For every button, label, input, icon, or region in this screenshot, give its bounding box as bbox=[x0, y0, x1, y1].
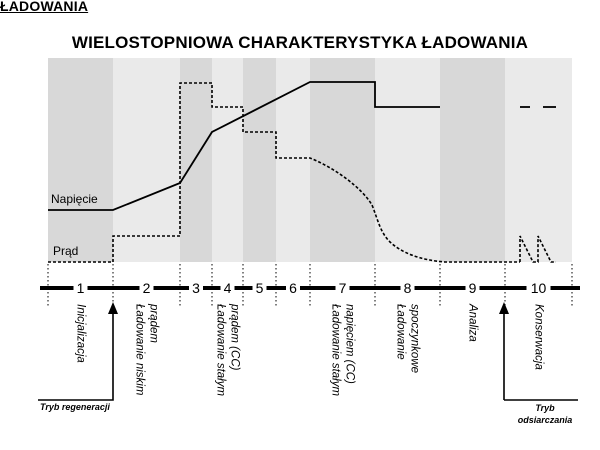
stage-band bbox=[276, 58, 310, 262]
stage-number: 5 bbox=[256, 280, 264, 296]
stage-description: Konserwacja bbox=[533, 304, 545, 370]
current-curve bbox=[48, 82, 520, 263]
section-heading: ŁADOWANIA bbox=[0, 0, 89, 14]
stage-numbers: 1 2 3 4 5 6 7 8 9 10 bbox=[73, 279, 551, 297]
stage-number: 7 bbox=[339, 280, 347, 296]
desulfation-arrow-head bbox=[499, 302, 509, 314]
stage-band bbox=[212, 58, 243, 262]
stage-description: Inicjalizacja bbox=[75, 304, 87, 363]
current-pulses bbox=[519, 235, 556, 263]
stage-description: napięciem (CC) bbox=[344, 304, 356, 384]
stage-number-bg bbox=[335, 279, 350, 297]
desulfation-mode-label-2: odsiarczania bbox=[518, 415, 573, 425]
stage-number: 2 bbox=[143, 280, 151, 296]
regeneration-mode-label: Tryb regeneracji bbox=[40, 402, 110, 412]
stage-band bbox=[113, 58, 180, 262]
stage-number-bg bbox=[465, 279, 480, 297]
stage-band bbox=[440, 58, 505, 262]
stage-number: 1 bbox=[77, 280, 85, 296]
stage-number-bg bbox=[252, 279, 267, 297]
stage-number: 4 bbox=[224, 280, 232, 296]
voltage-curve bbox=[48, 81, 440, 211]
regeneration-arrow bbox=[38, 312, 114, 401]
stage-number: 3 bbox=[192, 280, 200, 296]
stage-description: Ładowanie stałym bbox=[330, 304, 342, 396]
diagram-title: WIELOSTOPNIOWA CHARAKTERYSTYKA ŁADOWANIA bbox=[71, 33, 529, 52]
desulfation-mode-label: Tryb bbox=[535, 403, 555, 413]
stage-number-bg bbox=[139, 279, 154, 297]
stage-number: 10 bbox=[531, 280, 547, 296]
stage-number-bg bbox=[220, 279, 235, 297]
stage-number-bg bbox=[400, 279, 415, 297]
stage-descriptions: Inicjalizacja Ładowanie niskim prądem Ładow… bbox=[75, 303, 545, 396]
stage-description: Ładowanie bbox=[395, 304, 407, 360]
stage-band bbox=[48, 58, 113, 262]
stage-band bbox=[243, 58, 276, 262]
stage-description: prądem bbox=[148, 303, 160, 343]
stage-number: 8 bbox=[404, 280, 412, 296]
stage-number-bg bbox=[286, 279, 300, 297]
stage-number-bg bbox=[73, 279, 88, 297]
voltage-label: Napięcie bbox=[51, 192, 98, 206]
stage-band bbox=[505, 58, 572, 262]
stage-description: Analiza bbox=[467, 303, 479, 342]
regeneration-arrow-head bbox=[108, 302, 118, 314]
stage-bands bbox=[48, 58, 572, 262]
stage-description: spoczynkowe bbox=[409, 304, 421, 373]
stage-number-bg bbox=[189, 279, 203, 297]
stage-band bbox=[375, 58, 440, 262]
current-label: Prąd bbox=[53, 244, 78, 258]
desulfation-arrow bbox=[503, 312, 578, 401]
stage-description: Ładowanie niskim bbox=[134, 304, 146, 396]
stage-description: prądem (CC) bbox=[229, 303, 241, 371]
stage-description: Ładowanie stałym bbox=[215, 304, 227, 396]
stage-number-bg bbox=[526, 279, 551, 297]
stage-number: 9 bbox=[469, 280, 477, 296]
stage-band bbox=[180, 58, 212, 262]
stage-number: 6 bbox=[289, 280, 297, 296]
stage-dividers bbox=[47, 264, 573, 307]
stage-band bbox=[310, 58, 375, 262]
